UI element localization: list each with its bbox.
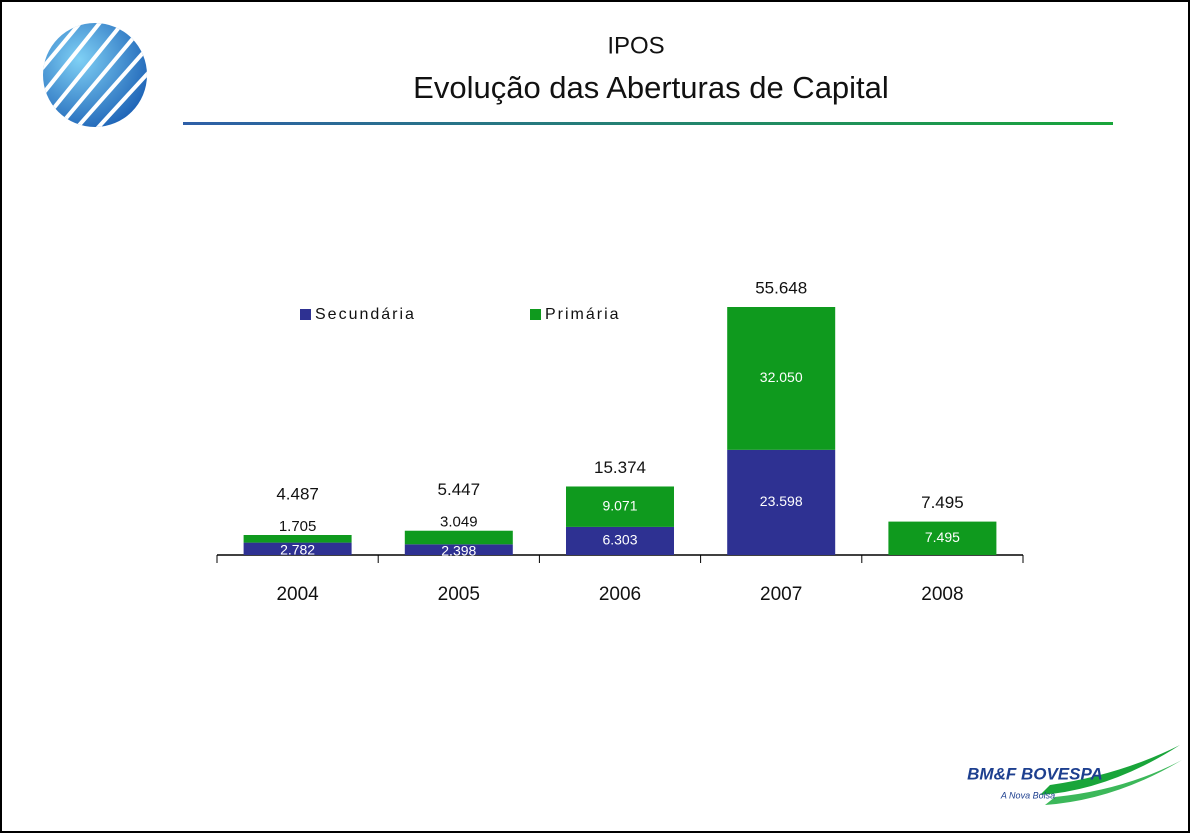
bar-segment: [727, 307, 836, 450]
total-label: 55.648: [755, 278, 807, 297]
total-label: 5.447: [438, 480, 481, 499]
data-label: 1.705: [279, 518, 317, 535]
bar-segment: [243, 542, 352, 555]
total-label: 4.487: [276, 484, 319, 503]
chart-title: IPOS: [607, 32, 664, 59]
total-label: 7.495: [921, 493, 964, 512]
bar-segment: [243, 535, 352, 543]
legend-swatch: [300, 309, 311, 320]
bar-segment: [404, 544, 513, 555]
data-label: 9.071: [602, 497, 637, 513]
data-label: 2.398: [441, 542, 476, 558]
x-tick-label: 2006: [599, 584, 641, 605]
bar-segment: [727, 449, 836, 555]
data-label: 2.782: [280, 542, 315, 558]
globe-logo: [43, 23, 147, 127]
data-label: 23.598: [760, 493, 803, 509]
bar-segment: [888, 521, 997, 555]
logo-tagline: A Nova Bolsa: [1000, 790, 1055, 800]
x-tick-label: 2005: [438, 584, 480, 605]
data-label: 7.495: [925, 529, 960, 545]
data-label: 32.050: [760, 369, 803, 385]
data-label: 6.303: [602, 532, 637, 548]
bar-segment: [566, 526, 674, 555]
x-tick-label: 2008: [921, 584, 963, 605]
bovespa-logo: BM&F BOVESPA A Nova Bolsa: [967, 745, 1182, 805]
logo-name: BM&F BOVESPA: [967, 764, 1103, 783]
title-rule: [183, 122, 1113, 125]
bar-segment: [566, 486, 674, 527]
legend-label: Primária: [545, 306, 621, 323]
total-label: 15.374: [594, 458, 646, 477]
legend-swatch: [530, 309, 541, 320]
chart-subtitle: Evolução das Aberturas de Capital: [413, 70, 889, 105]
x-tick-label: 2007: [760, 584, 802, 605]
x-tick-label: 2004: [276, 584, 319, 605]
bar-segment: [404, 530, 513, 545]
legend-label: Secundária: [315, 306, 416, 323]
data-label: 3.049: [440, 514, 478, 531]
